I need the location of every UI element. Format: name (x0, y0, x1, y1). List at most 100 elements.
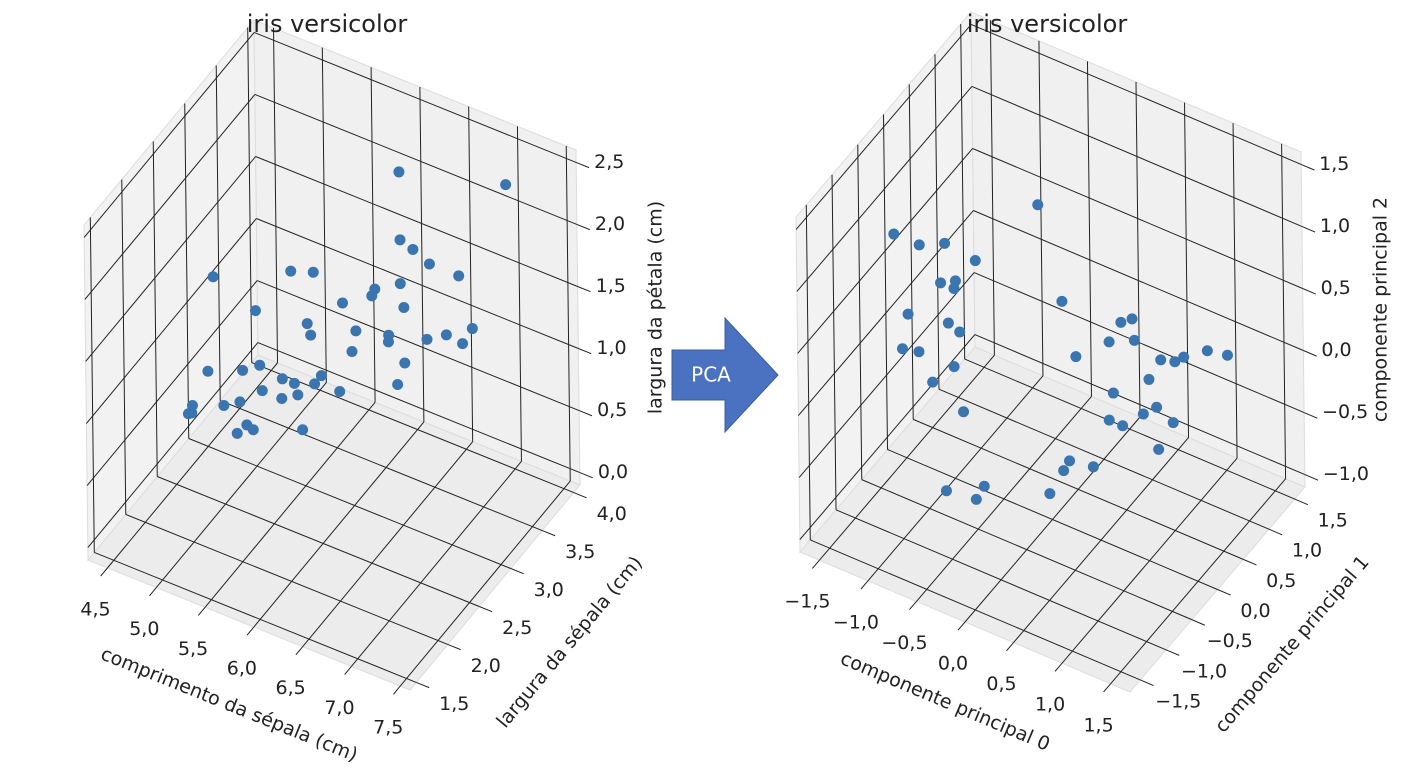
tick-mark (957, 621, 966, 631)
tick-mark (578, 348, 592, 355)
y-tick-label: 2,5 (502, 617, 532, 639)
grid-line (370, 67, 376, 403)
grid-line (1232, 123, 1238, 459)
y-tick-label: −0,5 (1207, 630, 1253, 652)
y-tick-label: 4,0 (597, 503, 627, 525)
tick-mark (576, 223, 590, 231)
grid-line (973, 210, 1304, 351)
subplot: −1,5−1,0−0,50,00,51,01,5−1,5−1,0−0,50,00… (784, 10, 1391, 756)
tick-mark (1304, 474, 1319, 481)
tick-mark (197, 606, 206, 616)
grid-line (974, 334, 1306, 476)
grid-line (273, 27, 279, 363)
tick-mark (416, 681, 430, 689)
grid-line (419, 86, 425, 422)
grid-line (255, 156, 578, 287)
point (1137, 408, 1149, 420)
grid-line (516, 126, 522, 462)
point (346, 345, 358, 357)
x-tick-label: 4,5 (80, 598, 110, 620)
grid-line (810, 539, 1141, 681)
y-tick-label: −1,5 (1155, 690, 1201, 712)
z-tick-label: 0,0 (1321, 339, 1351, 361)
tick-mark (100, 567, 108, 577)
z-tick-label: 0,5 (1321, 277, 1351, 299)
point (1117, 420, 1129, 432)
point (182, 408, 194, 420)
point (249, 305, 261, 317)
point (285, 265, 297, 277)
x-tick-label: 7,0 (324, 697, 354, 719)
point (186, 400, 198, 412)
grid-line (971, 85, 1303, 227)
tick-mark (1243, 558, 1257, 566)
point (288, 377, 300, 389)
z-tick-label: 2,5 (594, 151, 624, 173)
x-tick-label: −1,0 (833, 611, 879, 633)
point (305, 329, 317, 341)
grid-line (253, 31, 577, 163)
point (1107, 387, 1119, 399)
grid-line (399, 480, 571, 687)
point (336, 297, 348, 309)
tick-mark (575, 161, 590, 169)
grid-line (86, 280, 258, 486)
tick-mark (295, 646, 304, 656)
point (254, 359, 266, 371)
point (276, 373, 288, 385)
grid-line (970, 23, 1302, 165)
z-tick-label: −1,0 (1323, 463, 1369, 485)
grid-line (85, 218, 257, 424)
tick-mark (246, 626, 255, 636)
point (935, 277, 947, 289)
point (954, 326, 966, 338)
point (902, 308, 914, 320)
grid-line (121, 179, 127, 515)
point (888, 228, 900, 240)
point (407, 243, 419, 255)
tick-mark (578, 410, 593, 417)
point (1115, 316, 1127, 328)
point (301, 318, 313, 330)
x-tick-label: 6,0 (227, 657, 257, 679)
tick-mark (393, 685, 401, 695)
point (1143, 373, 1155, 385)
tick-mark (1165, 649, 1180, 656)
grid-line (883, 114, 888, 450)
tick-mark (1217, 589, 1231, 596)
tick-mark (1300, 163, 1315, 171)
y-tick-label: 3,0 (534, 579, 564, 601)
grid-line (835, 509, 1167, 651)
point (1103, 414, 1115, 426)
grid-line (1281, 143, 1287, 479)
point (969, 255, 981, 267)
point (350, 325, 362, 337)
tick-mark (344, 666, 352, 675)
point (421, 333, 433, 345)
grid-line (257, 342, 581, 474)
y-tick-label: 1,0 (1292, 540, 1322, 562)
grid-line (184, 103, 190, 439)
grid-line (934, 54, 940, 390)
point (970, 493, 982, 505)
point (1056, 295, 1068, 307)
point (307, 266, 319, 278)
point (1221, 349, 1233, 361)
tick-mark (1303, 350, 1317, 357)
point (231, 427, 243, 439)
x-tick-label: 5,5 (178, 638, 208, 660)
grid-line (565, 146, 571, 482)
grid-line (861, 479, 1192, 621)
grid-line (302, 441, 474, 647)
tick-mark (1268, 528, 1283, 536)
point (939, 237, 951, 249)
grid-line (253, 421, 425, 628)
tick-mark (510, 568, 524, 575)
point (942, 317, 954, 329)
tick-mark (149, 587, 157, 597)
x-tick-label: 5,0 (129, 618, 159, 640)
chart-title: iris versicolor (967, 10, 1128, 38)
chart-title: iris versicolor (247, 10, 408, 38)
grid-line (351, 461, 522, 667)
grid-line (157, 476, 480, 607)
